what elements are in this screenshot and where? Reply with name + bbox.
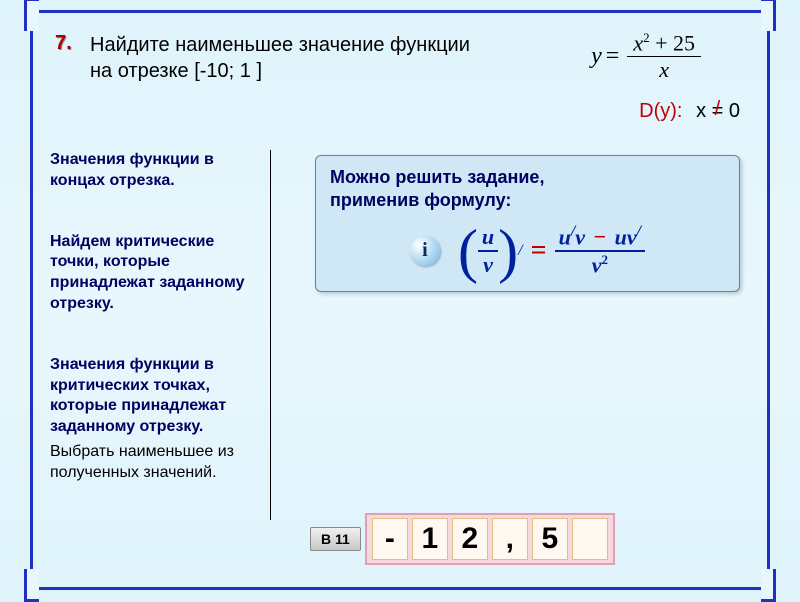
domain-rhs: 0 [729, 100, 740, 122]
eq-numerator: x2 + 25 [627, 30, 701, 57]
answer-digit-boxes: - 1 2 , 5 [365, 513, 615, 565]
eq-fraction: x2 + 25 x [627, 30, 701, 83]
question-number: 7. [55, 32, 72, 55]
left-paren: ( [458, 221, 478, 281]
domain-var: x [696, 100, 706, 122]
corner-bracket [761, 569, 776, 602]
answer-cell[interactable]: - [372, 518, 408, 560]
eq-lhs: y [591, 43, 602, 70]
domain-label: D(y): [639, 100, 682, 122]
step-2: Найдем критические точки, которые принад… [50, 232, 265, 315]
answer-cell[interactable]: 1 [412, 518, 448, 560]
answer-cell[interactable] [572, 518, 608, 560]
info-icon: i [410, 236, 440, 266]
result-fraction: u/v − uv/ v2 [555, 223, 645, 279]
step-3: Значения функции в критических точках, к… [50, 355, 265, 438]
eq-equals: = [606, 43, 620, 70]
result-denominator: v2 [588, 252, 612, 278]
prime-mark: / [518, 242, 522, 260]
answer-cell[interactable]: , [492, 518, 528, 560]
main-equation: y = x2 + 25 x [591, 30, 705, 83]
result-numerator: u/v − uv/ [555, 223, 645, 252]
equals-sign: = [531, 235, 547, 267]
corner-bracket [761, 0, 776, 31]
formula-body: ( u v ) / = u/v − uv/ v2 [458, 221, 645, 281]
quotient-rule-formula: i ( u v ) / = u/v − uv/ v2 [330, 221, 725, 281]
question-text: Найдите наименьшее значение функции на о… [90, 32, 470, 84]
vertical-divider [270, 150, 271, 520]
step-1: Значения функции в концах отрезка. [50, 150, 265, 192]
answer-row: В 11 - 1 2 , 5 [310, 513, 615, 565]
formula-callout: Можно решить задание, применив формулу: … [315, 155, 740, 292]
question-line1: Найдите наименьшее значение функции [90, 34, 470, 56]
corner-bracket [24, 0, 39, 31]
b11-button[interactable]: В 11 [310, 527, 361, 551]
not-equal-icon: = [712, 100, 724, 123]
eq-denominator: x [653, 57, 675, 83]
domain-spec: D(y): x = 0 [639, 100, 740, 123]
uv-fraction: u v [478, 224, 498, 278]
step-4: Выбрать наименьшее из полученных значени… [50, 442, 265, 484]
question-line2: на отрезке [-10; 1 ] [90, 60, 262, 82]
steps-panel: Значения функции в концах отрезка. Найде… [50, 150, 265, 524]
answer-cell[interactable]: 5 [532, 518, 568, 560]
right-paren: ) [498, 221, 518, 281]
corner-bracket [24, 569, 39, 602]
answer-cell[interactable]: 2 [452, 518, 488, 560]
formula-caption: Можно решить задание, применив формулу: [330, 166, 725, 213]
